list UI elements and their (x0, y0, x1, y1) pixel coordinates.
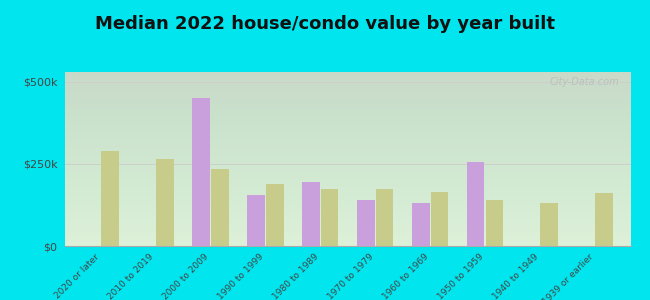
Bar (467, 162, 484, 246)
Bar (156, 159, 174, 246)
Bar (192, 98, 210, 246)
Bar (266, 184, 283, 246)
Text: Median 2022 house/condo value by year built: Median 2022 house/condo value by year bu… (95, 15, 555, 33)
Bar (486, 200, 503, 246)
Bar (540, 203, 558, 246)
Bar (247, 195, 265, 246)
Text: City-Data.com: City-Data.com (549, 77, 619, 87)
Bar (431, 192, 448, 246)
Bar (321, 188, 339, 246)
Bar (357, 200, 374, 246)
Bar (211, 169, 229, 246)
Bar (101, 151, 119, 246)
Bar (595, 194, 613, 246)
Bar (412, 203, 430, 246)
Bar (302, 182, 320, 246)
Bar (376, 188, 393, 246)
